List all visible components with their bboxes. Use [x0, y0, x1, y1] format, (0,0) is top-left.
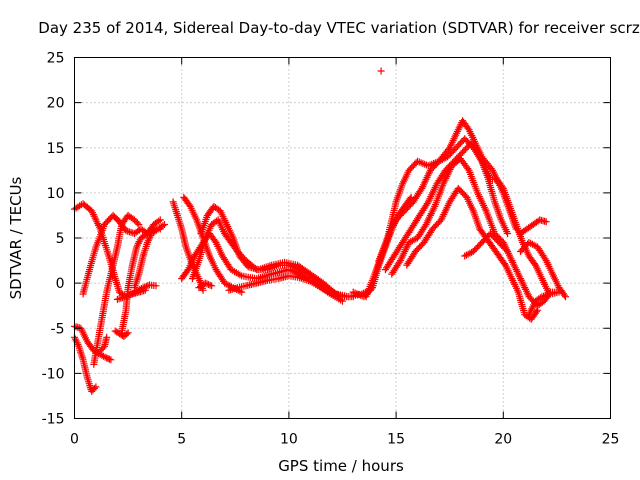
y-tick-label: 20 — [47, 96, 65, 112]
data-point — [555, 288, 563, 296]
x-tick-label: 5 — [177, 432, 186, 448]
x-tick-label: 0 — [70, 432, 79, 448]
chart-title: Day 235 of 2014, Sidereal Day-to-day VTE… — [38, 19, 640, 37]
data-point — [91, 384, 98, 392]
data-point — [541, 255, 549, 263]
data-point — [141, 283, 149, 291]
data-point — [101, 353, 109, 361]
data-point — [358, 292, 366, 300]
x-axis-label: GPS time / hours — [278, 457, 404, 475]
data-point — [534, 306, 542, 314]
data-point — [201, 279, 209, 287]
y-tick-label: 10 — [47, 186, 65, 202]
y-axis-label: SDTVAR / TECUs — [7, 176, 25, 299]
data-point — [208, 282, 216, 290]
data-point — [377, 67, 385, 75]
y-tick-label: 25 — [47, 51, 65, 67]
data-point — [123, 330, 131, 338]
data-point — [464, 165, 472, 173]
data-point — [487, 165, 495, 173]
data-point — [533, 308, 540, 316]
y-tick-label: -10 — [42, 366, 65, 382]
data-point — [504, 248, 512, 255]
data-point — [560, 291, 568, 299]
data-point — [504, 230, 512, 237]
data-point — [536, 294, 544, 302]
data-point — [199, 286, 207, 294]
data-point — [161, 221, 168, 228]
data-point — [156, 216, 164, 224]
x-tick-label: 15 — [387, 432, 405, 448]
data-point — [155, 217, 163, 225]
data-points — [71, 67, 569, 395]
data-point — [205, 281, 212, 288]
axis-ticks — [74, 57, 611, 419]
grid-lines — [74, 57, 611, 419]
y-tick-labels: -15 -10 -5 0 5 10 15 20 25 — [42, 51, 65, 428]
data-point — [203, 280, 211, 288]
data-point — [137, 285, 145, 292]
x-tick-label: 20 — [494, 432, 512, 448]
x-tick-label: 10 — [280, 432, 298, 448]
y-tick-label: -5 — [51, 321, 65, 337]
y-tick-label: -15 — [42, 412, 65, 428]
data-point — [92, 383, 100, 391]
data-point — [103, 333, 111, 341]
data-point — [133, 219, 141, 227]
data-point — [142, 282, 150, 290]
data-point — [124, 329, 132, 337]
data-point — [135, 221, 143, 228]
data-point — [159, 222, 167, 230]
data-point — [502, 246, 510, 254]
x-tick-labels: 0 5 10 15 20 25 — [70, 432, 619, 448]
data-point — [424, 162, 432, 170]
data-point — [562, 293, 569, 301]
data-point — [107, 356, 115, 364]
y-tick-label: 0 — [56, 276, 65, 292]
x-tick-label: 25 — [602, 432, 620, 448]
data-point — [152, 282, 160, 290]
data-point — [339, 293, 346, 301]
y-tick-label: 15 — [47, 141, 65, 157]
y-tick-label: 5 — [56, 231, 65, 247]
data-point — [542, 218, 550, 226]
